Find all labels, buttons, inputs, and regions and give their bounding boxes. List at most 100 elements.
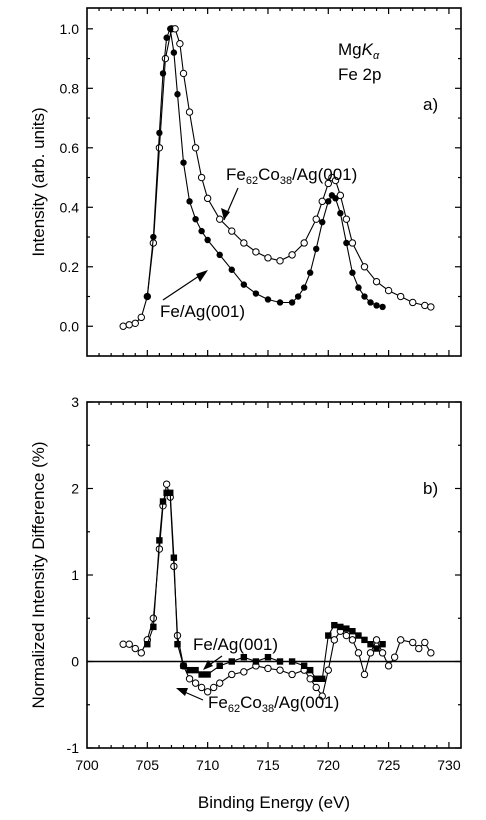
data-point [180,662,187,670]
x-tick-label: 700 [75,757,99,773]
data-point [150,623,157,631]
data-point [415,644,423,653]
data-point [288,670,296,679]
data-point [204,671,211,678]
panel-b-xlabel: Binding Energy (eV) [198,793,350,812]
annotation-alloy-a: Fe62Co38/Ag(001) [226,165,357,187]
data-point [324,179,332,188]
data-point [427,303,435,311]
data-point [325,198,332,205]
data-point [348,239,357,247]
data-point [162,480,171,488]
annotation-fe2p: Fe 2p [338,65,381,84]
data-point [276,257,284,265]
data-point [179,69,188,78]
data-point [119,322,127,330]
data-point [119,640,127,648]
data-point [331,176,340,185]
data-point [355,632,362,639]
data-point [343,239,350,247]
data-point [319,218,326,226]
y-tick-label: -1 [67,740,80,756]
data-point [384,286,393,295]
data-point [180,159,187,166]
data-point [354,649,363,657]
panel-a-ticks: 0.0 0.2 0.4 0.6 0.8 1.0 [60,8,461,356]
data-point [337,210,344,217]
data-point [137,313,145,322]
data-point [150,233,157,241]
data-point [384,662,393,670]
panel-b-ticks: 700 705 710 715 720 725 730 -1 0 1 2 3 [67,394,461,773]
y-tick-label: 1 [71,567,79,583]
data-point [192,215,199,223]
data-point [156,537,163,544]
data-point [300,662,308,670]
data-point [216,662,223,670]
series-line-a-1 [146,26,383,308]
data-point [156,129,163,137]
data-point [360,670,369,679]
data-point [373,302,380,309]
data-point [216,215,224,223]
data-point [409,638,417,647]
data-point [198,671,205,678]
data-point [361,636,368,644]
x-tick-label: 705 [136,757,160,773]
arrowhead-fe-b [203,660,213,670]
data-point [264,664,272,673]
data-point [379,303,386,311]
y-tick-label: 0.0 [60,318,80,334]
data-point [390,653,399,661]
data-point [186,198,193,205]
y-tick-label: 2 [71,481,79,497]
data-point [228,266,235,273]
data-point [252,248,260,256]
panel-a-ylabel: Intensity (arb. units) [29,107,48,256]
data-point [361,293,368,300]
data-point [372,636,381,644]
x-tick-label: 725 [377,757,401,773]
data-point [228,227,236,235]
panel-b: Normalized Intensity Difference (%) Bind… [29,394,462,812]
data-point [337,623,344,631]
panel-b-label: b) [423,479,438,498]
data-point [379,641,386,648]
data-point [192,666,199,674]
data-point [421,301,429,310]
data-point [264,296,272,303]
data-point [300,239,308,247]
data-point [264,254,272,262]
annotation-fe-a: Fe/Ag(001) [160,302,245,321]
data-point [185,675,194,683]
panel-a-label: a) [423,95,438,114]
data-point [306,666,314,674]
data-point [163,34,170,41]
data-point [216,679,224,687]
data-point [228,670,236,679]
data-point [306,675,314,683]
data-point [336,191,345,200]
data-point [209,683,218,692]
data-point [191,144,200,152]
panel-b-series [119,480,435,700]
data-point [366,649,375,657]
y-tick-label: 0.6 [60,140,80,156]
annotation-alloy-b: Fe62Co38/Ag(001) [208,693,339,715]
data-point [191,679,200,687]
data-point [421,638,429,647]
panel-a-series [119,25,435,330]
data-point [131,644,139,653]
data-point [203,194,212,203]
data-point [409,298,417,307]
data-point [159,70,167,77]
data-point [330,636,339,644]
x-tick-label: 720 [317,757,341,773]
data-point [252,658,260,665]
arrowhead-alloy-b [176,688,188,696]
data-point [197,173,206,182]
data-point [198,227,205,235]
y-tick-label: 0.2 [60,259,80,275]
data-point [294,293,302,300]
data-point [343,625,350,632]
